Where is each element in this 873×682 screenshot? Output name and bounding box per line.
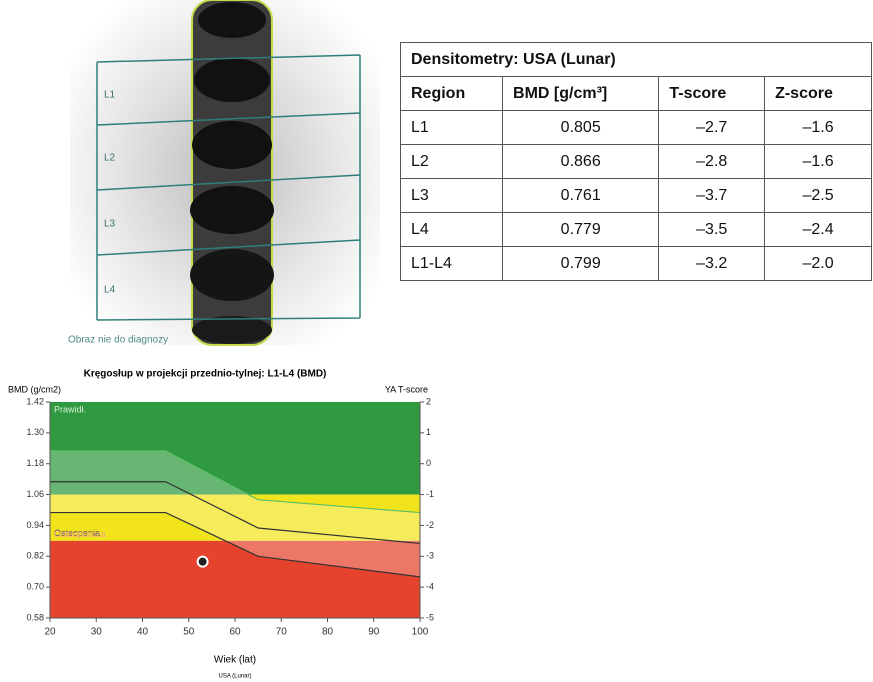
y2-tick-label: -5 <box>426 612 434 622</box>
x-tick-label: 70 <box>276 627 288 638</box>
zone-label: Osteoporoza <box>54 529 106 539</box>
x-tick-label: 40 <box>137 627 149 638</box>
y-tick-label: 0.58 <box>26 612 44 622</box>
table-cell: –2.5 <box>765 179 872 213</box>
table-cell: L2 <box>401 145 503 179</box>
column-header: Z-score <box>765 77 872 111</box>
image-note: Obraz nie do diagnozy <box>68 335 168 346</box>
region-label: L1 <box>104 90 116 101</box>
y2-tick-label: -4 <box>426 582 434 592</box>
x-tick-label: 30 <box>91 627 103 638</box>
page: L1 L2 L3 L4 Obraz nie do diagnozy Kręgos… <box>0 0 873 682</box>
region-label: L2 <box>104 153 116 164</box>
region-label: L3 <box>104 219 116 230</box>
y2-tick-label: -3 <box>426 551 434 561</box>
column-header: Region <box>401 77 503 111</box>
patient-point <box>198 557 208 567</box>
table-cell: L4 <box>401 213 503 247</box>
table-cell: –3.2 <box>659 247 765 281</box>
chart: Kręgosłup w projekcji przednio-tylnej: L… <box>8 369 434 680</box>
table-cell: –2.0 <box>765 247 872 281</box>
x-tick-label: 80 <box>322 627 334 638</box>
table-cell: –3.5 <box>659 213 765 247</box>
zone-label: Prawidł. <box>54 404 86 414</box>
table-cell: 0.799 <box>503 247 659 281</box>
table-cell: –1.6 <box>765 111 872 145</box>
chart-title: Kręgosłup w projekcji przednio-tylnej: L… <box>84 369 327 380</box>
y-tick-label: 1.42 <box>26 396 44 406</box>
table-cell: –1.6 <box>765 145 872 179</box>
table-cell: 0.779 <box>503 213 659 247</box>
x-axis-label: Wiek (lat) <box>214 655 256 666</box>
x-tick-label: 100 <box>412 627 429 638</box>
x-tick-label: 90 <box>368 627 380 638</box>
footnote: USA (Lunar) <box>218 674 251 680</box>
x-tick-label: 60 <box>229 627 241 638</box>
table-cell: L1 <box>401 111 503 145</box>
y-tick-label: 1.18 <box>26 458 44 468</box>
xray-image: L1 L2 L3 L4 Obraz nie do diagnozy <box>68 0 380 346</box>
y2-tick-label: -1 <box>426 489 434 499</box>
table-cell: L3 <box>401 179 503 213</box>
table-cell: –2.8 <box>659 145 765 179</box>
table-cell: 0.761 <box>503 179 659 213</box>
x-tick-label: 50 <box>183 627 195 638</box>
y2-tick-label: 1 <box>426 427 431 437</box>
table-cell: 0.866 <box>503 145 659 179</box>
y2-axis-label: YA T-score <box>385 384 428 394</box>
y-tick-label: 0.70 <box>26 582 44 592</box>
y2-tick-label: -2 <box>426 520 434 530</box>
y-tick-label: 1.06 <box>26 489 44 499</box>
table-title: Densitometry: USA (Lunar) <box>401 43 872 77</box>
table-cell: L1-L4 <box>401 247 503 281</box>
y-tick-label: 0.82 <box>26 551 44 561</box>
y2-tick-label: 2 <box>426 396 431 406</box>
table-cell: –2.7 <box>659 111 765 145</box>
column-header: T-score <box>659 77 765 111</box>
y-axis-label: BMD (g/cm2) <box>8 384 61 394</box>
region-label: L4 <box>104 285 116 296</box>
y-tick-label: 0.94 <box>26 520 44 530</box>
column-header: BMD [g/cm³] <box>503 77 659 111</box>
table-cell: –2.4 <box>765 213 872 247</box>
y2-tick-label: 0 <box>426 458 431 468</box>
y-tick-label: 1.30 <box>26 427 44 437</box>
table-cell: 0.805 <box>503 111 659 145</box>
table-cell: –3.7 <box>659 179 765 213</box>
x-tick-label: 20 <box>44 627 56 638</box>
